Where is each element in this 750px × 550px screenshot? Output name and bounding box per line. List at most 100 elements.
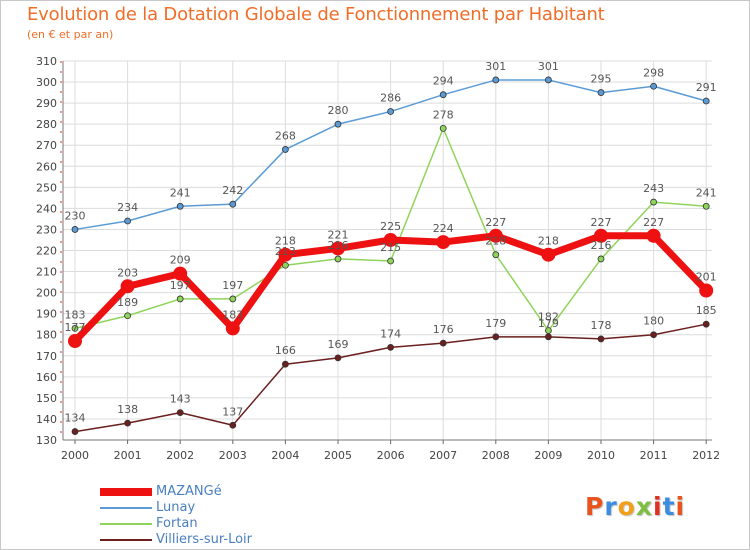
y-tick-label-270: 270 bbox=[36, 139, 57, 152]
data-label-lunay-2009: 301 bbox=[538, 60, 559, 73]
data-point-villiers-sur-loir-2006 bbox=[387, 343, 395, 351]
data-label-mazange-2004: 218 bbox=[275, 235, 296, 248]
legend-label-mazange: MAZANGé bbox=[156, 484, 222, 499]
data-point-mazange-2010 bbox=[594, 228, 608, 243]
data-label-mazange-2003: 183 bbox=[222, 308, 243, 321]
data-label-lunay-2004: 268 bbox=[275, 129, 296, 142]
legend-swatch-fortan bbox=[100, 516, 152, 532]
proxiti-logo: Proxiti bbox=[585, 492, 685, 521]
logo-letter: i bbox=[675, 492, 686, 521]
y-tick-label-210: 210 bbox=[36, 266, 57, 279]
data-point-mazange-2001 bbox=[120, 279, 135, 294]
data-point-villiers-sur-loir-2009 bbox=[545, 333, 552, 341]
data-label-fortan-2008: 218 bbox=[485, 235, 506, 248]
data-label-lunay-2006: 286 bbox=[380, 92, 401, 105]
data-point-villiers-sur-loir-2002 bbox=[176, 409, 184, 417]
data-label-lunay-2010: 295 bbox=[591, 73, 612, 86]
data-point-mazange-2006 bbox=[383, 232, 398, 247]
data-label-fortan-2005: 216 bbox=[328, 239, 349, 252]
data-label-villiers-sur-loir-2010: 178 bbox=[591, 319, 612, 332]
logo-letter: r bbox=[604, 492, 618, 521]
x-tick-label-2011: 2011 bbox=[640, 449, 668, 462]
y-tick-label-150: 150 bbox=[36, 392, 57, 405]
x-tick-label-2004: 2004 bbox=[271, 449, 299, 462]
x-tick-label-2005: 2005 bbox=[324, 449, 352, 462]
data-point-mazange-2002 bbox=[173, 266, 188, 281]
data-label-villiers-sur-loir-2002: 143 bbox=[170, 393, 191, 406]
data-label-lunay-2007: 294 bbox=[433, 75, 454, 88]
data-point-fortan-2002 bbox=[176, 295, 184, 303]
data-point-lunay-2005 bbox=[334, 120, 342, 128]
y-tick-label-240: 240 bbox=[36, 202, 57, 215]
data-point-lunay-2009 bbox=[545, 76, 552, 84]
data-point-fortan-2004 bbox=[281, 261, 289, 269]
y-tick-label-290: 290 bbox=[36, 97, 57, 110]
data-point-lunay-2007 bbox=[439, 91, 447, 99]
legend-swatch-villiers-sur-loir bbox=[100, 532, 152, 548]
data-label-fortan-2004: 213 bbox=[275, 245, 296, 258]
data-point-mazange-2000 bbox=[68, 334, 82, 349]
data-label-villiers-sur-loir-2003: 137 bbox=[222, 405, 243, 418]
data-label-mazange-2008: 227 bbox=[485, 216, 506, 229]
y-tick-label-130: 130 bbox=[36, 434, 57, 447]
data-label-villiers-sur-loir-2009: 179 bbox=[538, 317, 559, 330]
data-point-villiers-sur-loir-2010 bbox=[597, 335, 605, 343]
data-point-fortan-2007 bbox=[439, 124, 447, 132]
legend-label-fortan: Fortan bbox=[156, 516, 198, 531]
y-tick-label-170: 170 bbox=[36, 350, 57, 363]
y-tick-label-310: 310 bbox=[36, 55, 57, 68]
x-tick-label-2010: 2010 bbox=[587, 449, 615, 462]
data-point-fortan-2001 bbox=[124, 312, 131, 320]
data-point-mazange-2008 bbox=[488, 228, 503, 243]
data-point-villiers-sur-loir-2003 bbox=[229, 421, 237, 429]
data-label-villiers-sur-loir-2007: 176 bbox=[433, 323, 454, 336]
data-point-fortan-2012 bbox=[702, 202, 710, 210]
data-point-lunay-2003 bbox=[229, 200, 237, 208]
data-label-villiers-sur-loir-2008: 179 bbox=[485, 317, 506, 330]
data-label-lunay-2003: 242 bbox=[222, 184, 243, 197]
data-label-lunay-2005: 280 bbox=[328, 104, 349, 117]
data-label-lunay-2008: 301 bbox=[485, 60, 506, 73]
data-point-fortan-2011 bbox=[650, 198, 657, 206]
data-label-villiers-sur-loir-2006: 174 bbox=[380, 327, 401, 340]
y-tick-label-180: 180 bbox=[36, 329, 57, 342]
data-point-mazange-2007 bbox=[436, 235, 451, 250]
data-label-mazange-2002: 209 bbox=[170, 254, 191, 267]
data-label-lunay-2001: 234 bbox=[117, 201, 138, 214]
data-label-mazange-2005: 221 bbox=[328, 228, 349, 241]
y-tick-label-140: 140 bbox=[36, 413, 57, 426]
y-tick-label-220: 220 bbox=[36, 245, 57, 258]
x-tick-label-2003: 2003 bbox=[219, 449, 247, 462]
data-point-fortan-2006 bbox=[387, 257, 395, 265]
data-point-mazange-2005 bbox=[331, 241, 345, 256]
x-tick-label-2002: 2002 bbox=[166, 449, 194, 462]
data-point-fortan-2009 bbox=[545, 327, 552, 334]
data-point-lunay-2008 bbox=[492, 76, 500, 84]
data-point-lunay-2004 bbox=[281, 146, 289, 153]
data-label-fortan-2012: 241 bbox=[696, 186, 717, 199]
data-label-lunay-2012: 291 bbox=[696, 81, 717, 94]
data-point-mazange-2012 bbox=[699, 283, 714, 298]
x-tick-label-2000: 2000 bbox=[61, 449, 89, 462]
data-point-fortan-2010 bbox=[597, 255, 605, 263]
data-point-villiers-sur-loir-2011 bbox=[650, 331, 657, 339]
y-tick-label-160: 160 bbox=[36, 371, 57, 384]
y-tick-label-260: 260 bbox=[36, 160, 57, 173]
x-tick-label-2007: 2007 bbox=[429, 449, 457, 462]
data-label-fortan-2000: 183 bbox=[65, 308, 86, 321]
data-label-fortan-2011: 243 bbox=[643, 182, 664, 195]
data-label-villiers-sur-loir-2000: 134 bbox=[65, 412, 86, 425]
logo-letter: t bbox=[662, 492, 676, 521]
data-label-fortan-2001: 189 bbox=[117, 296, 138, 309]
data-label-fortan-2003: 197 bbox=[222, 279, 243, 292]
data-label-lunay-2000: 230 bbox=[65, 209, 86, 222]
data-label-villiers-sur-loir-2001: 138 bbox=[117, 403, 138, 416]
data-point-lunay-2002 bbox=[176, 202, 184, 210]
data-label-mazange-2000: 177 bbox=[65, 321, 86, 334]
data-point-fortan-2003 bbox=[229, 295, 237, 303]
data-label-fortan-2002: 197 bbox=[170, 279, 191, 292]
data-point-villiers-sur-loir-2007 bbox=[439, 339, 447, 347]
y-tick-label-300: 300 bbox=[36, 76, 57, 89]
data-point-lunay-2010 bbox=[597, 89, 605, 96]
data-label-mazange-2006: 225 bbox=[380, 220, 401, 233]
